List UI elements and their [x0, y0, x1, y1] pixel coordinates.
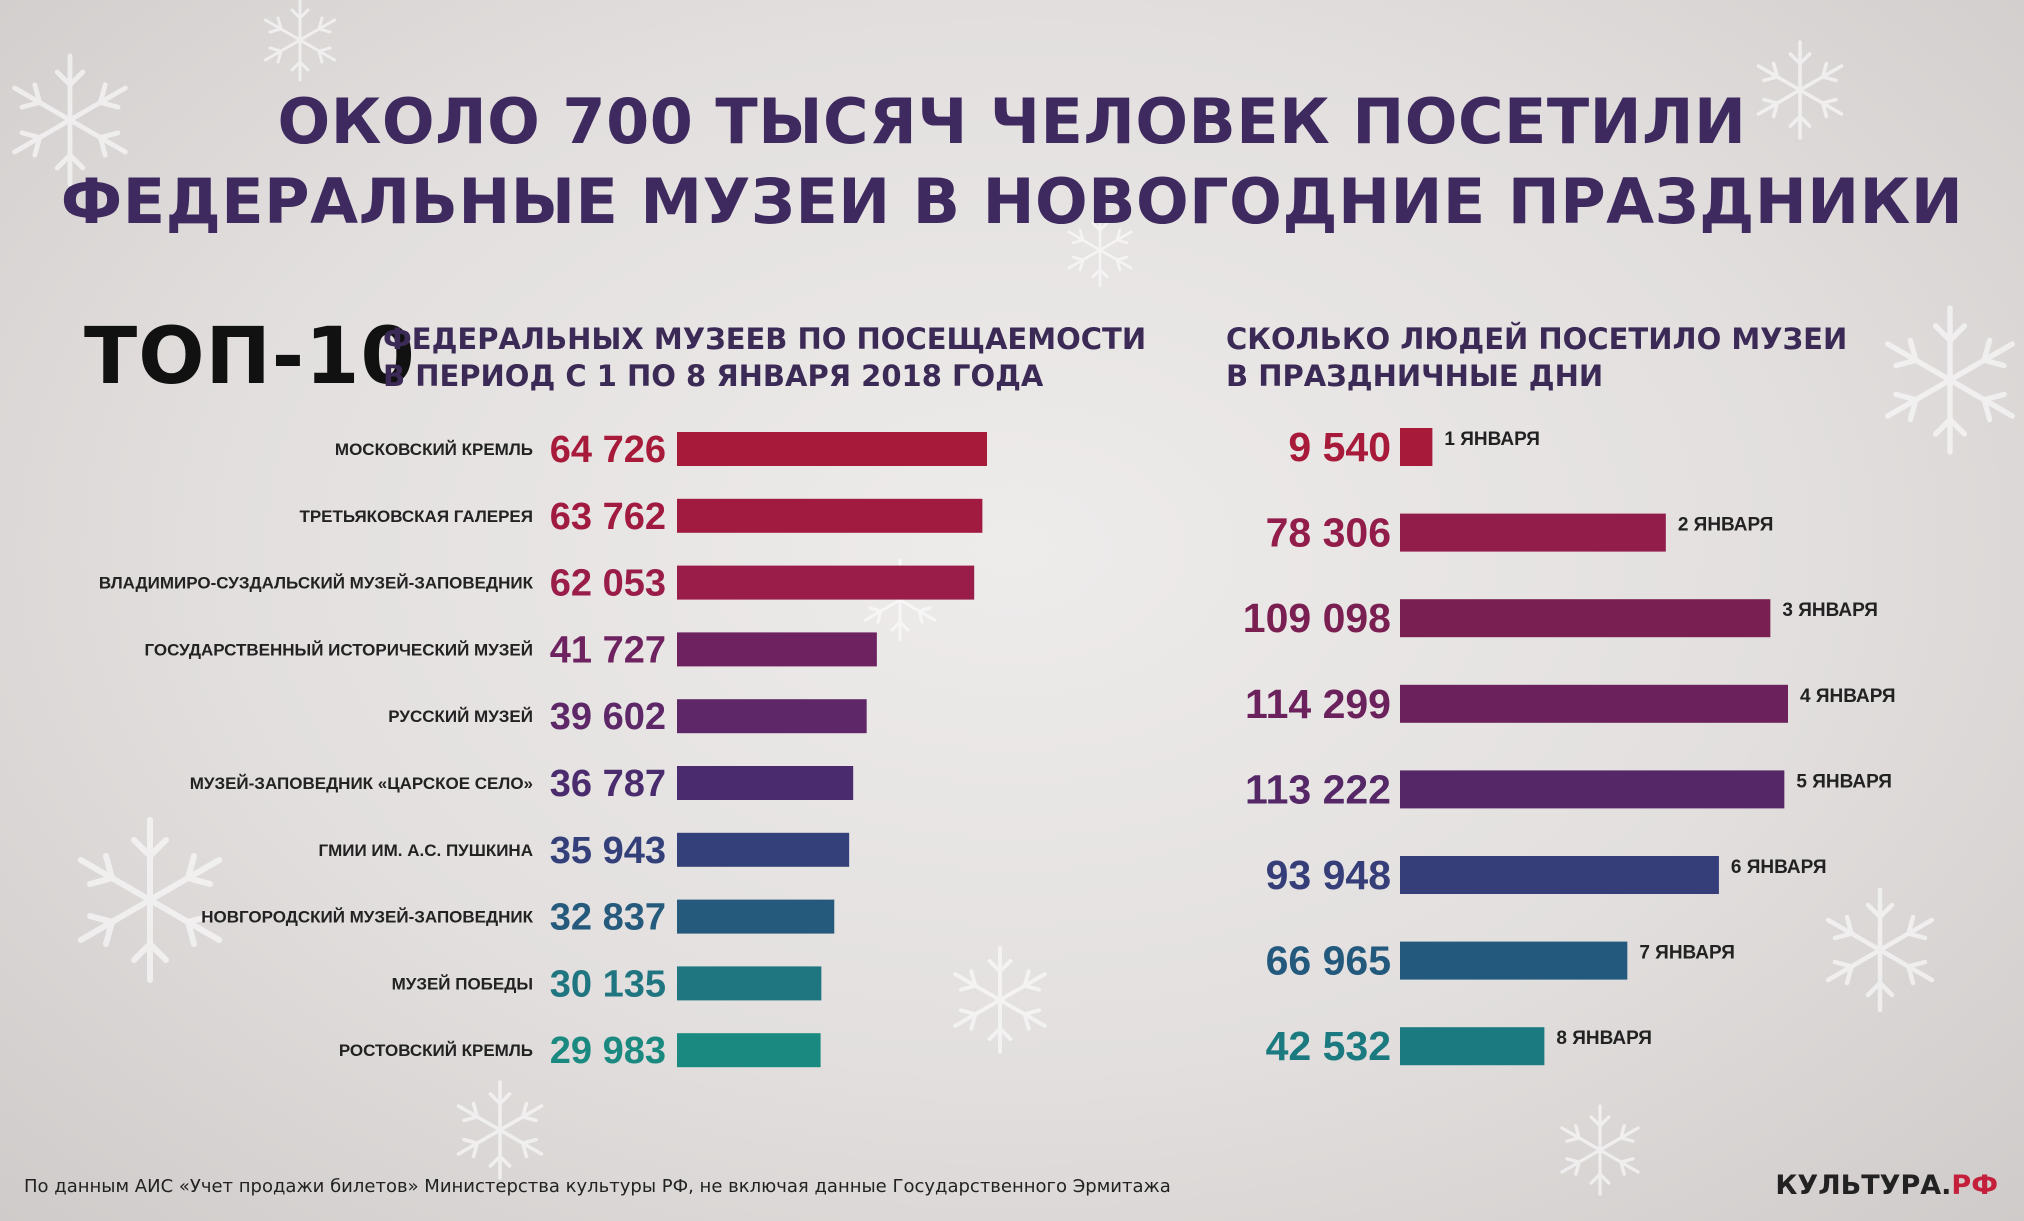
- top10-label: ТОП-10: [84, 312, 416, 402]
- museum-value-label: 41 727: [550, 629, 666, 671]
- museum-label: МОСКОВСКИЙ КРЕМЛЬ: [335, 440, 533, 459]
- museum-bar: [677, 498, 983, 533]
- museum-value-label: 63 762: [550, 496, 666, 538]
- right-subtitle-line-1: СКОЛЬКО ЛЮДЕЙ ПОСЕТИЛО МУЗЕИ: [1226, 322, 1848, 356]
- day-label: 4 ЯНВАРЯ: [1800, 686, 1896, 707]
- day-bar: [1400, 856, 1719, 894]
- brand-suffix: РФ: [1951, 1170, 1998, 1201]
- museum-label: МУЗЕЙ-ЗАПОВЕДНИК «ЦАРСКОЕ СЕЛО»: [190, 774, 533, 793]
- museum-value-label: 35 943: [550, 830, 666, 872]
- museum-bar: [677, 699, 867, 734]
- day-value-label: 42 532: [1266, 1023, 1391, 1069]
- day-value-label: 78 306: [1266, 510, 1391, 556]
- museum-value-label: 39 602: [550, 696, 666, 738]
- day-bar: [1400, 684, 1788, 723]
- museum-value-label: 62 053: [550, 563, 666, 605]
- day-label: 8 ЯНВАРЯ: [1556, 1028, 1652, 1049]
- day-value-label: 9 540: [1288, 424, 1391, 470]
- day-value-label: 93 948: [1266, 852, 1391, 898]
- museum-bar: [677, 832, 850, 867]
- museum-bar: [677, 1033, 821, 1068]
- day-bar: [1400, 513, 1666, 552]
- brand-logo: КУЛЬТУРА.РФ: [1775, 1170, 1998, 1201]
- day-label: 5 ЯНВАРЯ: [1796, 771, 1892, 792]
- day-bar: [1400, 599, 1771, 638]
- museum-label: РОСТОВСКИЙ КРЕМЛЬ: [339, 1041, 533, 1060]
- museum-label: ГМИИ ИМ. А.С. ПУШКИНА: [318, 841, 533, 860]
- day-value-label: 114 299: [1245, 681, 1391, 727]
- museum-bar: [677, 966, 822, 1001]
- day-bar: [1400, 941, 1628, 980]
- right-subtitle-line-2: В ПРАЗДНИЧНЫЕ ДНИ: [1226, 359, 1604, 393]
- day-bar: [1400, 1027, 1545, 1066]
- museum-value-label: 32 837: [550, 897, 666, 939]
- museum-label: МУЗЕЙ ПОБЕДЫ: [392, 974, 533, 993]
- museum-bar: [677, 565, 975, 600]
- day-label: 3 ЯНВАРЯ: [1782, 600, 1878, 621]
- museum-value-label: 29 983: [550, 1030, 666, 1072]
- day-value-label: 109 098: [1243, 595, 1391, 641]
- day-value-label: 66 965: [1266, 938, 1391, 984]
- museum-label: ВЛАДИМИРО-СУЗДАЛЬСКИЙ МУЗЕЙ-ЗАПОВЕДНИК: [99, 574, 534, 593]
- museum-value-label: 30 135: [550, 963, 666, 1005]
- museum-value-label: 36 787: [550, 763, 666, 805]
- left-subtitle-line-2: В ПЕРИОД С 1 ПО 8 ЯНВАРЯ 2018 ГОДА: [383, 359, 1044, 393]
- brand-main: КУЛЬТУРА.: [1775, 1170, 1952, 1201]
- museum-bar: [677, 432, 987, 466]
- day-label: 7 ЯНВАРЯ: [1639, 943, 1735, 964]
- day-label: 1 ЯНВАРЯ: [1444, 429, 1540, 450]
- museum-bar: [677, 766, 854, 800]
- day-value-label: 113 222: [1245, 766, 1391, 812]
- footnote: По данным АИС «Учет продажи билетов» Мин…: [24, 1176, 1171, 1197]
- museum-value-label: 64 726: [550, 429, 666, 471]
- museum-label: РУССКИЙ МУЗЕЙ: [388, 707, 533, 726]
- day-bar: [1400, 428, 1433, 466]
- day-label: 6 ЯНВАРЯ: [1731, 857, 1827, 878]
- day-bar: [1400, 770, 1785, 809]
- museum-label: ГОСУДАРСТВЕННЫЙ ИСТОРИЧЕСКИЙ МУЗЕЙ: [144, 640, 533, 659]
- left-subtitle-line-1: ФЕДЕРАЛЬНЫХ МУЗЕЕВ ПО ПОСЕЩАЕМОСТИ: [383, 322, 1147, 356]
- day-label: 2 ЯНВАРЯ: [1678, 515, 1774, 536]
- museum-bar: [677, 899, 835, 934]
- museum-label: ТРЕТЬЯКОВСКАЯ ГАЛЕРЕЯ: [299, 507, 533, 526]
- title-line-2: ФЕДЕРАЛЬНЫЕ МУЗЕИ В НОВОГОДНИЕ ПРАЗДНИКИ: [60, 165, 1964, 238]
- title-line-1: ОКОЛО 700 ТЫСЯЧ ЧЕЛОВЕК ПОСЕТИЛИ: [277, 85, 1747, 158]
- museum-label: НОВГОРОДСКИЙ МУЗЕЙ-ЗАПОВЕДНИК: [201, 908, 533, 927]
- museum-bar: [677, 632, 877, 667]
